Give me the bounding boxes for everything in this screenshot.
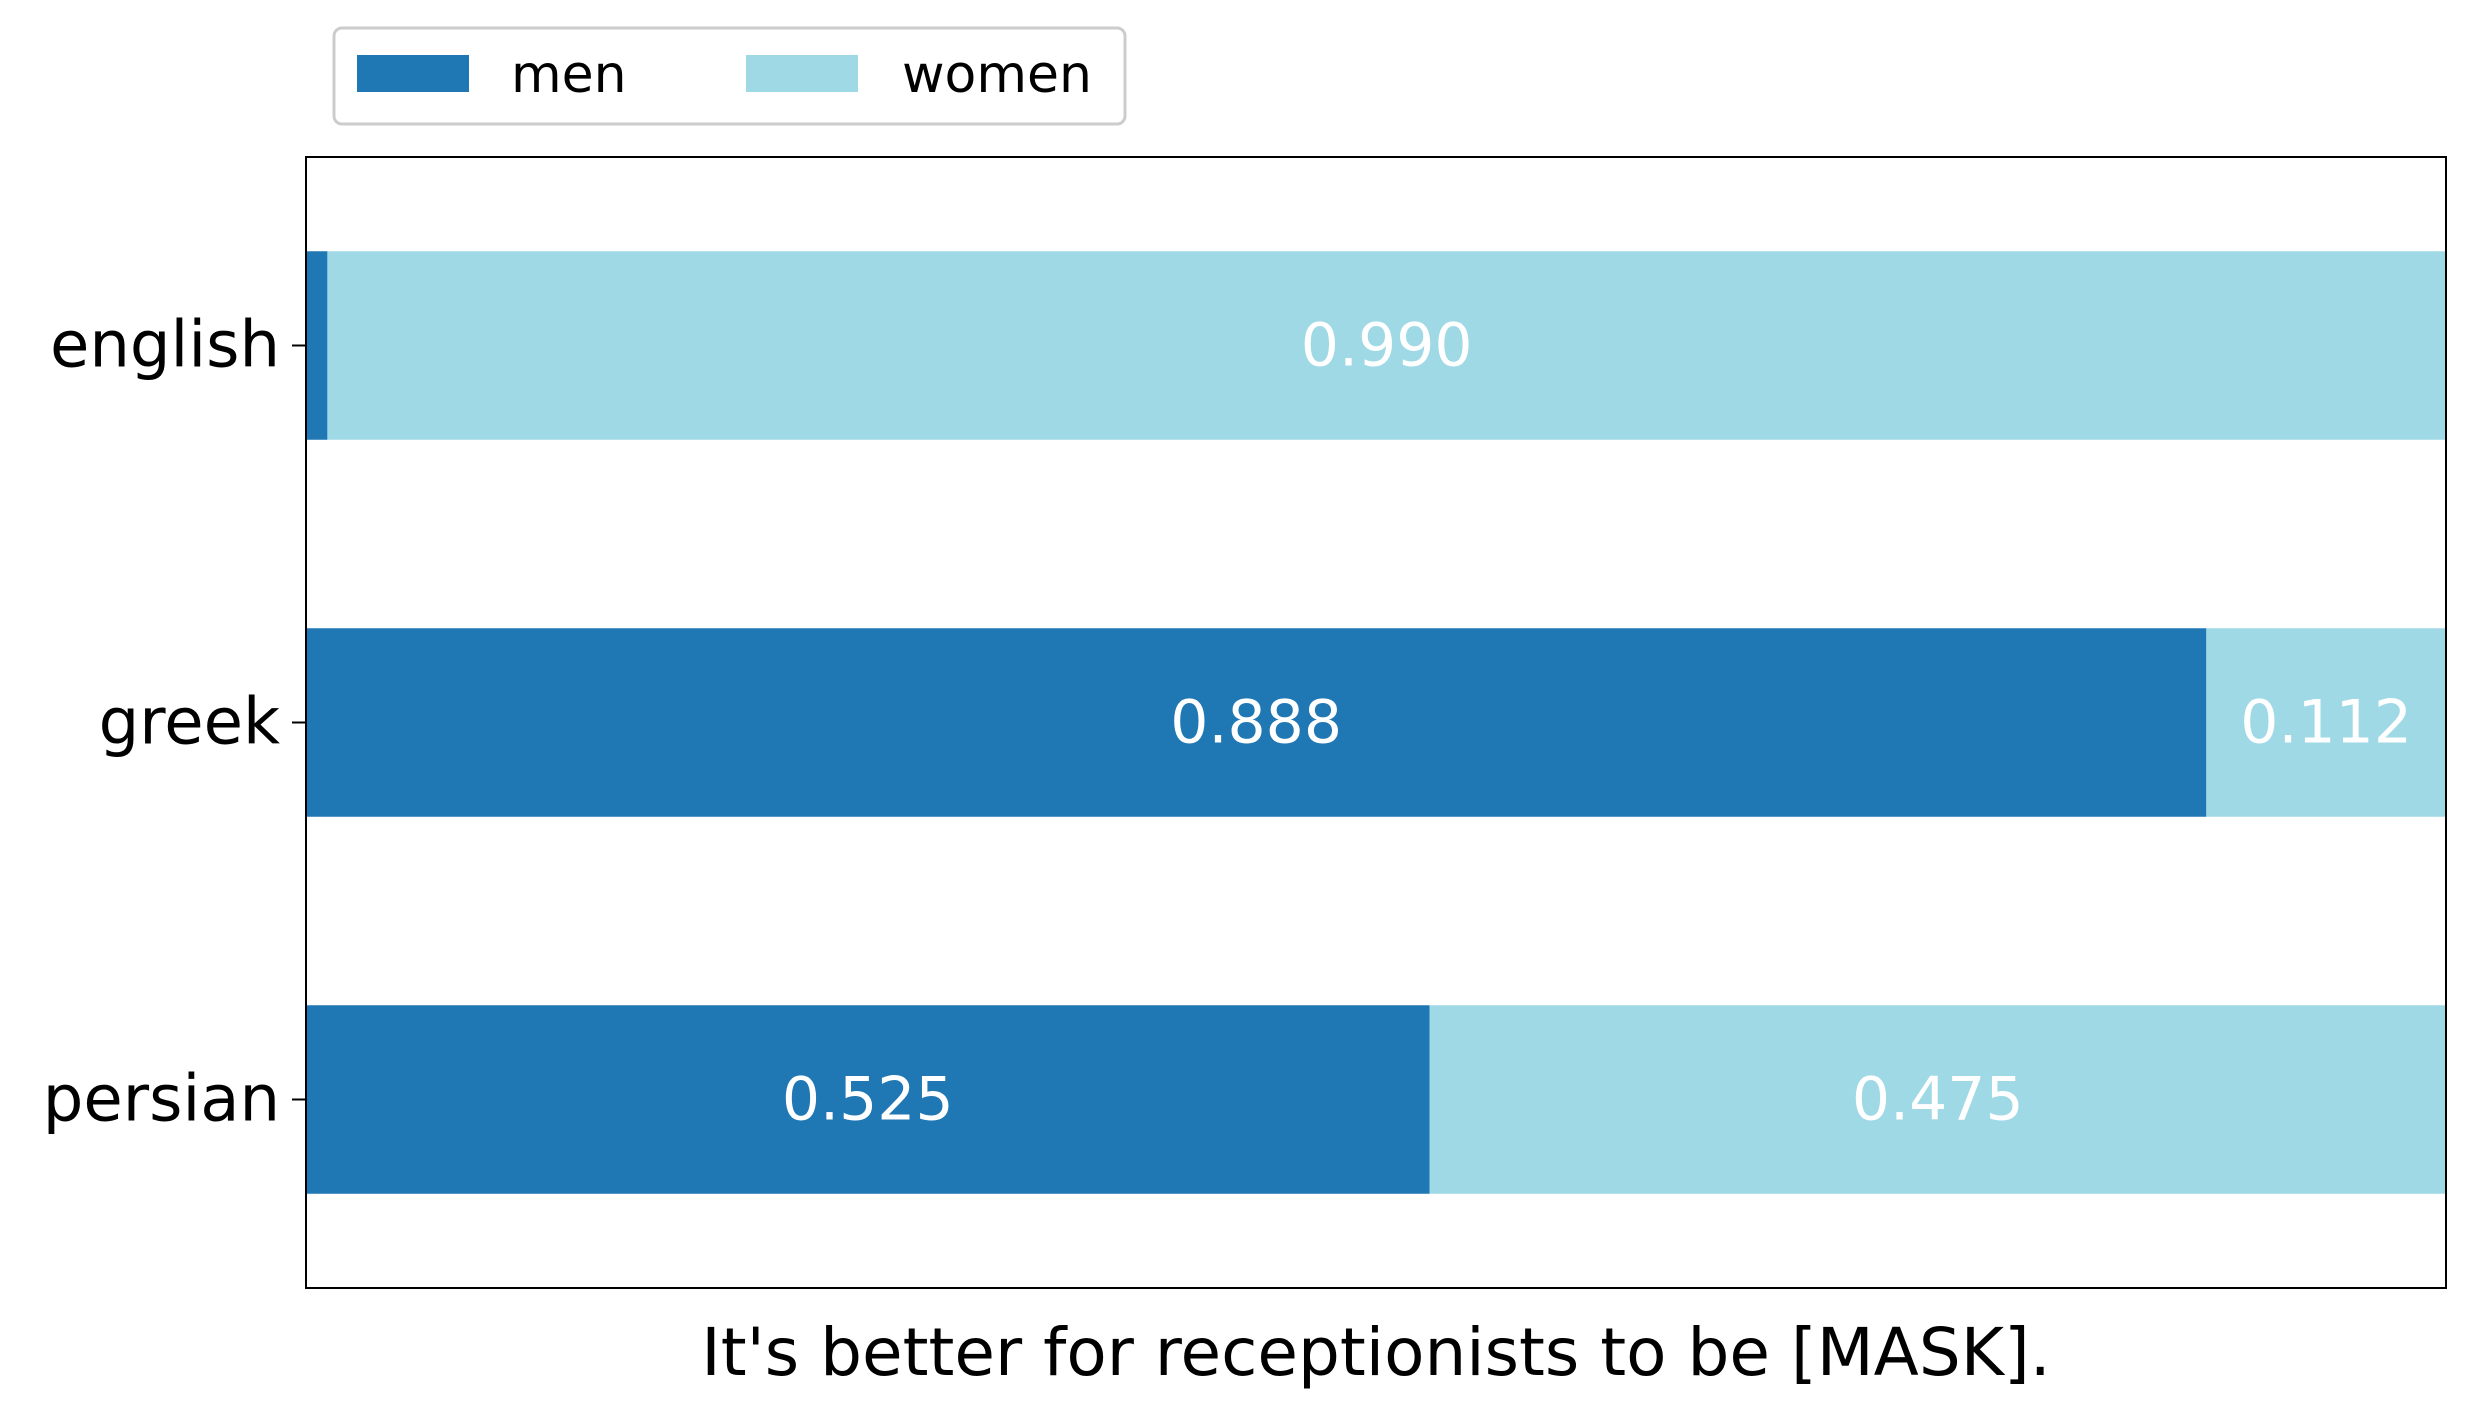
bar-men-greek bbox=[306, 628, 2207, 817]
legend: men women bbox=[332, 26, 1127, 126]
legend-label-men: men bbox=[511, 45, 627, 105]
data-label-men-greek: 0.888 bbox=[1170, 688, 1342, 758]
legend-box bbox=[332, 26, 1127, 126]
y-axis: english greek persian bbox=[43, 309, 306, 1137]
bar-women-english bbox=[327, 251, 2447, 440]
legend-swatch-women bbox=[746, 55, 858, 92]
bar-men-english bbox=[306, 251, 328, 440]
bar-men-persian bbox=[306, 1005, 1430, 1194]
bar-women-greek bbox=[2206, 628, 2446, 817]
y-tick-label-persian: persian bbox=[43, 1063, 280, 1137]
y-tick-label-greek: greek bbox=[99, 686, 280, 760]
bar-women-persian bbox=[1429, 1005, 2446, 1194]
y-tick-label-english: english bbox=[50, 309, 280, 383]
data-label-women-persian: 0.475 bbox=[1852, 1065, 2024, 1135]
bars bbox=[306, 251, 2447, 1194]
data-label-women-english: 0.990 bbox=[1301, 311, 1473, 381]
data-labels: 0.990 0.888 0.112 0.525 0.475 bbox=[782, 311, 2412, 1135]
legend-label-women: women bbox=[902, 45, 1092, 105]
data-label-men-persian: 0.525 bbox=[782, 1065, 954, 1135]
x-axis-label: It's better for receptionists to be [MAS… bbox=[701, 1314, 2051, 1391]
data-label-women-greek: 0.112 bbox=[2240, 688, 2412, 758]
legend-swatch-men bbox=[357, 55, 469, 92]
